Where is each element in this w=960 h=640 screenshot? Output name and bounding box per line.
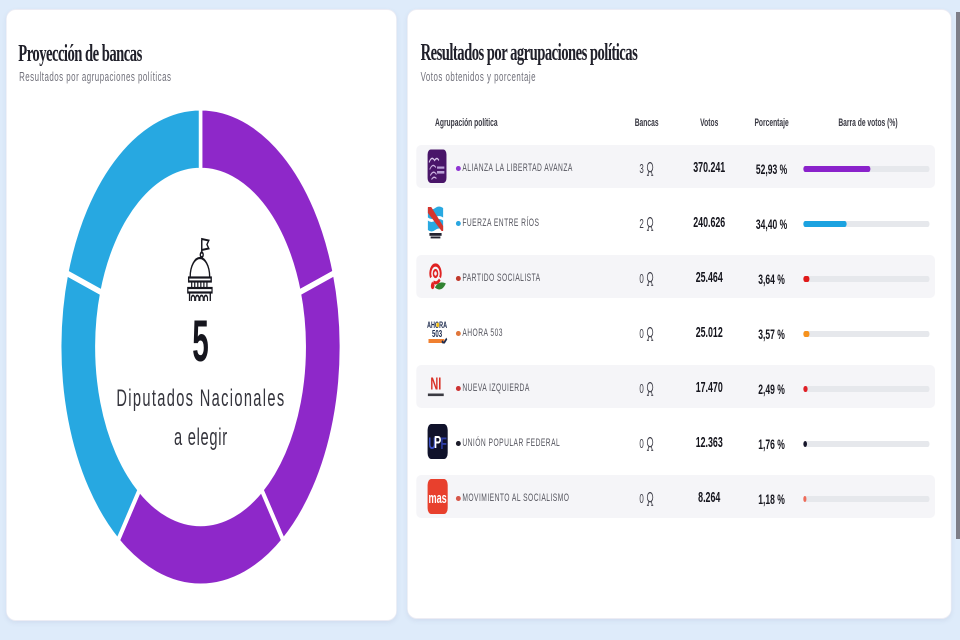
- svg-text:mas: mas: [428, 489, 446, 506]
- svg-text:503: 503: [432, 328, 442, 339]
- svg-text:NI: NI: [430, 375, 441, 394]
- svg-text:U: U: [428, 433, 435, 452]
- svg-text:P: P: [434, 433, 441, 452]
- svg-text:F: F: [441, 433, 448, 452]
